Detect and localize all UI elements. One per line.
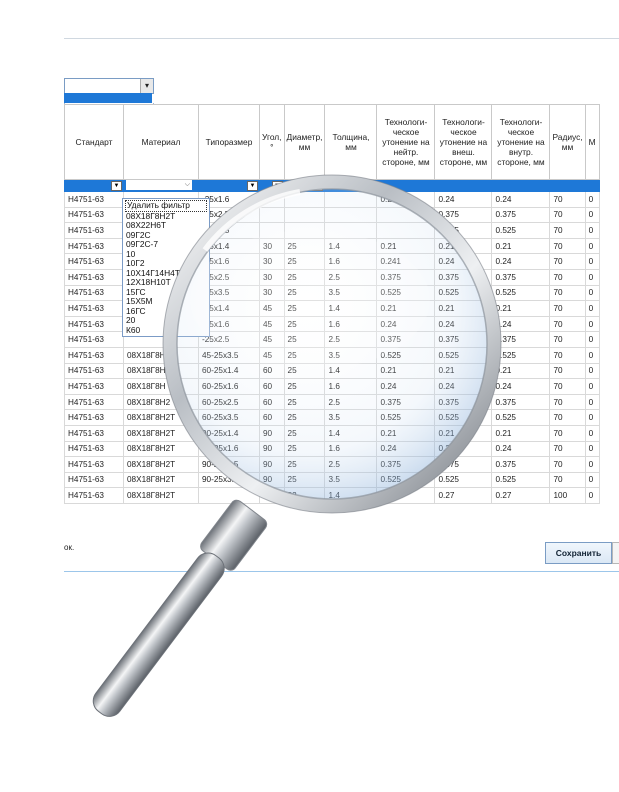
filter-cell-material: ⌵: [123, 179, 199, 192]
filter-cell-size: ▼: [198, 179, 260, 192]
col-header-standard[interactable]: Стандарт: [64, 104, 124, 180]
cell-radius[interactable]: 100: [549, 487, 586, 504]
status-text: ок.: [64, 543, 75, 552]
filter-dropdown-icon[interactable]: ▼: [111, 181, 122, 191]
filter-cell: [549, 179, 586, 192]
cell-m[interactable]: 0: [584, 471, 600, 489]
remove-filter-option[interactable]: Удалить фильтр: [125, 200, 207, 212]
cell-m[interactable]: 0: [584, 253, 600, 270]
material-option[interactable]: 10Г2: [126, 258, 145, 268]
material-filter-input[interactable]: ⌵: [126, 180, 192, 190]
material-option[interactable]: 20: [126, 315, 136, 325]
cell-thinning-inner[interactable]: 0.27: [491, 487, 551, 504]
save-button[interactable]: Сохранить: [545, 542, 612, 564]
cell-m[interactable]: 0: [584, 300, 600, 317]
col-header-material[interactable]: Материал: [123, 104, 199, 180]
header-row: Стандарт Материал Типоразмер Угол, ° Диа…: [64, 104, 600, 180]
col-header-size[interactable]: Типоразмер: [198, 104, 260, 180]
filter-dropdown-icon[interactable]: ▼: [247, 181, 258, 191]
cell-m[interactable]: 0: [584, 487, 600, 504]
filter-cell-standard: ▼: [64, 179, 124, 192]
material-option[interactable]: 10: [126, 248, 136, 259]
cell-m[interactable]: 0: [584, 331, 600, 348]
cell-standard[interactable]: Н4751-63: [64, 487, 124, 504]
combobox-selected-item[interactable]: [64, 93, 152, 103]
chevron-down-icon[interactable]: ▾: [140, 79, 153, 93]
col-header-radius[interactable]: Радиус, мм: [549, 104, 586, 180]
material-option[interactable]: 09Г2С: [126, 229, 151, 240]
material-option[interactable]: 15ГС: [126, 286, 146, 297]
col-header-thickness[interactable]: Толщина, мм: [324, 104, 378, 180]
material-option[interactable]: 12Х18Н10Т: [126, 277, 171, 287]
material-option[interactable]: 08Х22Н6Т: [126, 220, 167, 230]
material-option[interactable]: 10Х14Г14Н4Т: [126, 267, 180, 278]
cell-radius[interactable]: 70: [549, 346, 586, 364]
material-option[interactable]: К60: [126, 324, 141, 335]
col-header-thinning-neutral[interactable]: Технологи-ческое утонение на нейтр. стор…: [376, 104, 436, 180]
cell-radius[interactable]: 70: [549, 237, 586, 255]
col-header-thinning-inner[interactable]: Технологи-ческое утонение на внутр. стор…: [491, 104, 551, 180]
cell-m[interactable]: 0: [584, 393, 600, 411]
col-header-m[interactable]: М: [584, 104, 600, 180]
cell-m[interactable]: 0: [584, 362, 600, 380]
material-option[interactable]: 08Х18Г8Н2Т: [126, 210, 176, 221]
cell-thinning-outer[interactable]: 0.27: [434, 487, 493, 504]
filter-cell: [584, 179, 600, 192]
material-option[interactable]: 15Х5М: [126, 296, 153, 306]
col-header-thinning-outer[interactable]: Технологи-ческое утонение на внеш. сторо…: [434, 104, 493, 180]
next-button[interactable]: [612, 542, 619, 564]
material-option[interactable]: 16ГС: [126, 305, 146, 316]
material-option[interactable]: 09Г2С-7: [126, 239, 159, 249]
filter-cell: [434, 179, 493, 192]
